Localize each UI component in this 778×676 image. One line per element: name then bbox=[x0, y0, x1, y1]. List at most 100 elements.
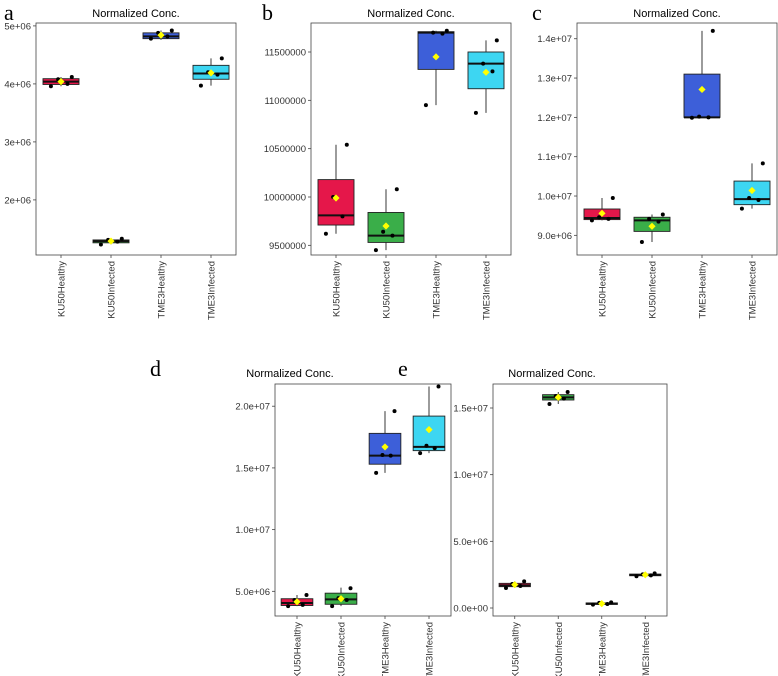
mean-marker-d-2 bbox=[381, 443, 389, 451]
data-point-c-2-3 bbox=[710, 28, 715, 33]
y-tick-label-c-3: 1.2e+07 bbox=[537, 113, 572, 124]
y-tick-label-d-2: 1.5e+07 bbox=[235, 463, 270, 474]
data-point-b-2-2 bbox=[431, 30, 436, 35]
y-tick-label-b-1: 10000000 bbox=[264, 193, 306, 204]
panel-letter-e: e bbox=[398, 356, 408, 381]
data-point-b-3-2 bbox=[481, 61, 486, 66]
data-point-c-0-1 bbox=[606, 216, 611, 221]
y-tick-label-b-0: 9500000 bbox=[269, 241, 306, 252]
data-point-c-3-2 bbox=[747, 195, 752, 200]
chart-title-a: Normalized Conc. bbox=[92, 8, 180, 20]
mean-marker-c-3 bbox=[748, 186, 756, 195]
x-tick-label-b-1: KU50Infected bbox=[382, 261, 393, 319]
data-point-a-1-3 bbox=[119, 236, 124, 241]
x-tick-label-d-2: TME3Healthy bbox=[381, 622, 392, 676]
data-point-a-1-1 bbox=[115, 239, 120, 244]
x-tick-label-c-2: TME3Healthy bbox=[698, 261, 709, 319]
y-tick-label-b-2: 10500000 bbox=[264, 144, 306, 155]
mean-marker-a-1 bbox=[107, 237, 115, 245]
y-tick-label-a-1: 3e+06 bbox=[4, 137, 31, 148]
y-tick-label-b-4: 11500000 bbox=[264, 48, 306, 59]
data-point-a-0-0 bbox=[48, 84, 53, 89]
x-tick-label-e-2: TME3Healthy bbox=[597, 622, 608, 676]
x-tick-label-d-3: TME3Infected bbox=[425, 622, 436, 676]
data-point-a-2-3 bbox=[169, 28, 174, 33]
data-point-e-0-1 bbox=[518, 584, 523, 588]
x-tick-label-e-1: KU50Infected bbox=[554, 622, 565, 676]
data-point-c-0-0 bbox=[589, 218, 594, 223]
data-point-d-1-3 bbox=[348, 586, 353, 591]
x-tick-label-c-0: KU50Healthy bbox=[598, 261, 609, 317]
data-point-e-3-0 bbox=[634, 574, 639, 579]
y-tick-label-c-1: 1.0e+07 bbox=[537, 192, 572, 203]
data-point-e-2-1 bbox=[605, 602, 610, 606]
data-point-d-2-2 bbox=[380, 452, 385, 457]
chart-title-b: Normalized Conc. bbox=[367, 8, 455, 20]
data-point-d-3-2 bbox=[424, 443, 429, 448]
mean-marker-e-3 bbox=[641, 571, 649, 579]
y-tick-label-c-2: 1.1e+07 bbox=[537, 152, 572, 163]
x-tick-label-a-3: TME3Infected bbox=[207, 261, 218, 320]
chart-title-d: Normalized Conc. bbox=[246, 368, 334, 380]
data-point-c-2-2 bbox=[697, 114, 702, 119]
x-tick-label-d-1: KU50Infected bbox=[337, 622, 348, 676]
x-tick-label-b-0: KU50Healthy bbox=[332, 261, 343, 317]
data-point-e-0-0 bbox=[503, 586, 508, 590]
data-point-c-1-1 bbox=[656, 219, 661, 224]
data-point-d-0-0 bbox=[286, 604, 291, 609]
data-point-a-2-1 bbox=[165, 34, 170, 39]
mean-marker-a-0 bbox=[57, 77, 65, 86]
mean-marker-d-3 bbox=[425, 426, 433, 434]
data-point-b-1-0 bbox=[373, 248, 378, 253]
plot-frame-b bbox=[310, 22, 512, 256]
data-point-a-2-0 bbox=[148, 36, 153, 41]
data-point-d-2-0 bbox=[374, 470, 379, 475]
plot-frame-c bbox=[576, 22, 778, 256]
mean-marker-d-1 bbox=[337, 595, 345, 603]
y-tick-label-d-3: 2.0e+07 bbox=[235, 402, 270, 413]
panel-letter-c: c bbox=[532, 0, 542, 25]
mean-marker-c-1 bbox=[648, 222, 656, 230]
data-point-b-2-3 bbox=[444, 28, 449, 33]
data-point-a-1-0 bbox=[98, 242, 103, 247]
data-point-a-3-0 bbox=[198, 83, 203, 88]
mean-marker-c-2 bbox=[698, 85, 706, 94]
mean-marker-e-1 bbox=[554, 393, 562, 401]
data-point-c-0-3 bbox=[610, 195, 615, 200]
data-point-d-3-3 bbox=[436, 384, 441, 389]
y-tick-label-e-0: 0.0e+00 bbox=[453, 604, 488, 615]
data-point-b-3-0 bbox=[473, 110, 478, 115]
box-b-0 bbox=[317, 179, 355, 226]
panel-letter-b: b bbox=[262, 0, 273, 25]
data-point-b-0-1 bbox=[340, 214, 345, 219]
data-point-b-2-1 bbox=[440, 31, 445, 36]
data-point-b-1-3 bbox=[394, 187, 399, 192]
mean-marker-d-0 bbox=[293, 598, 301, 606]
data-point-b-3-1 bbox=[490, 69, 495, 74]
chart-title-c: Normalized Conc. bbox=[633, 8, 721, 20]
x-tick-label-a-1: KU50Infected bbox=[107, 261, 118, 319]
data-point-b-0-3 bbox=[344, 142, 349, 147]
data-point-e-3-1 bbox=[648, 573, 653, 578]
y-tick-label-e-1: 5.0e+06 bbox=[453, 537, 488, 548]
y-tick-label-a-3: 5e+06 bbox=[4, 21, 31, 32]
x-tick-label-e-3: TME3Infected bbox=[641, 622, 652, 676]
y-tick-label-c-5: 1.4e+07 bbox=[537, 34, 572, 45]
data-point-b-0-0 bbox=[323, 231, 328, 236]
data-point-c-1-0 bbox=[639, 240, 644, 245]
panel-letter-d: d bbox=[150, 356, 161, 381]
mean-marker-b-3 bbox=[482, 68, 490, 76]
panel-letter-a: a bbox=[4, 0, 14, 25]
y-tick-label-d-1: 1.0e+07 bbox=[235, 525, 270, 536]
x-tick-label-c-3: TME3Infected bbox=[748, 261, 759, 320]
box-c-2 bbox=[683, 73, 721, 118]
y-tick-label-d-0: 5.0e+06 bbox=[235, 587, 270, 598]
data-point-a-0-3 bbox=[69, 74, 74, 79]
data-point-c-2-1 bbox=[706, 115, 711, 120]
mean-marker-a-2 bbox=[157, 31, 165, 39]
x-tick-label-a-0: KU50Healthy bbox=[57, 261, 68, 317]
data-point-d-1-0 bbox=[330, 604, 335, 609]
